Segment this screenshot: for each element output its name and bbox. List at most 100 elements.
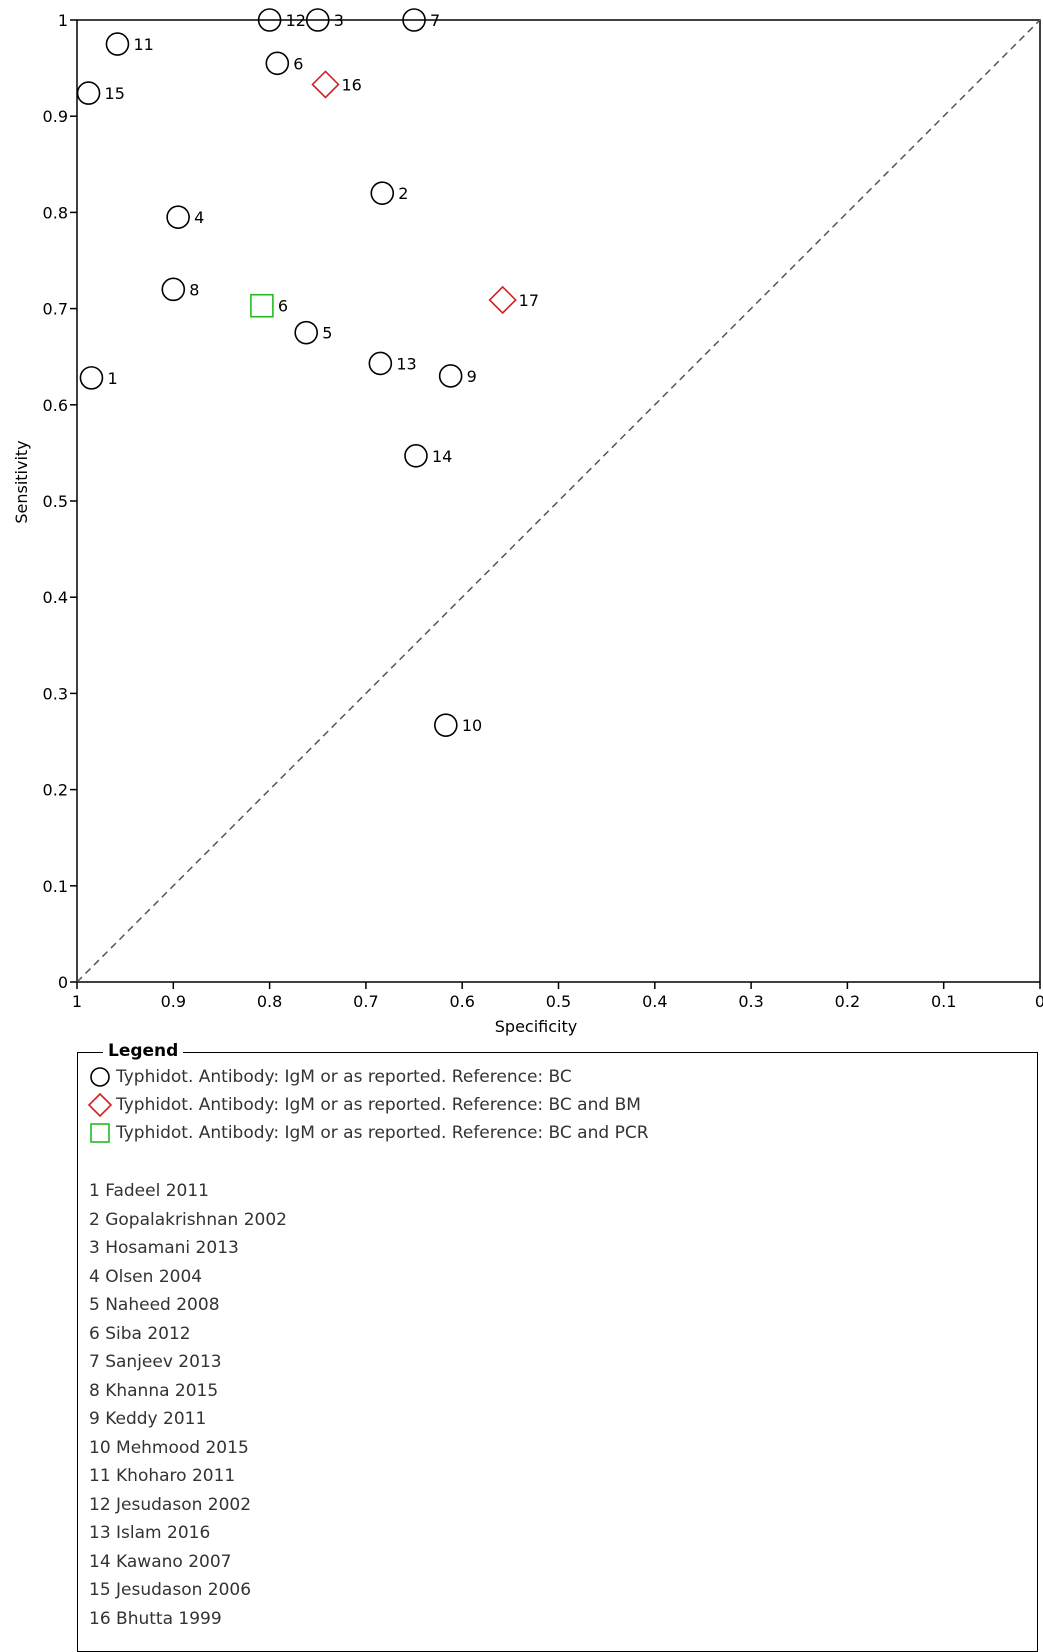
data-point: 13 [368, 351, 417, 376]
x-tick-label: 0.1 [931, 992, 956, 1011]
legend-study-item: 5 Naheed 2008 [89, 1295, 220, 1315]
legend-study-item: 8 Khanna 2015 [89, 1380, 219, 1401]
circle-legend-shape [90, 1067, 110, 1087]
legend-study-item: 2 Gopalakrishnan 2002 [89, 1209, 287, 1230]
circle-marker [161, 277, 186, 302]
data-point: 12 [257, 8, 306, 32]
circle-marker [76, 81, 101, 105]
data-point: 8 [161, 277, 199, 302]
circle-marker [402, 8, 426, 32]
point-label: 1 [107, 369, 117, 388]
legend-title: Legend [103, 1040, 184, 1062]
data-point: 2 [370, 181, 408, 205]
point-label: 13 [396, 354, 416, 373]
x-tick-label: 0.4 [642, 992, 667, 1011]
point-label: 3 [334, 11, 344, 30]
data-point: 10 [434, 713, 482, 737]
data-point: 6 [250, 293, 288, 318]
data-point: 1 [79, 366, 118, 390]
legend-study-item: 1 Fadeel 2011 [89, 1181, 209, 1201]
data-point: 5 [294, 320, 332, 345]
y-tick-label: 0.3 [43, 684, 68, 703]
point-label: 10 [462, 716, 482, 735]
legend-series-item: Typhidot. Antibody: IgM or as reported. … [88, 1093, 641, 1117]
x-tick-label: 0.7 [353, 992, 378, 1011]
circle-marker [438, 364, 463, 388]
circle-marker [105, 32, 130, 56]
point-label: 8 [189, 280, 199, 299]
legend-study-item: 9 Keddy 2011 [89, 1409, 207, 1429]
legend-study-item: 15 Jesudason 2006 [89, 1580, 252, 1600]
data-point: 16 [311, 70, 362, 99]
y-tick-label: 0.8 [43, 203, 68, 222]
data-point: 6 [265, 51, 303, 76]
x-axis-label: Specificity [495, 1017, 577, 1036]
circle-marker [166, 205, 190, 230]
legend-series-item: Typhidot. Antibody: IgM or as reported. … [88, 1121, 649, 1145]
y-tick-label: 0.9 [43, 107, 68, 126]
legend-series-label: Typhidot. Antibody: IgM or as reported. … [116, 1095, 641, 1115]
legend-study-item: 12 Jesudason 2002 [89, 1494, 252, 1515]
y-tick-label: 0.2 [43, 781, 68, 800]
legend-study-item: 7 Sanjeev 2013 [89, 1352, 222, 1372]
point-label: 9 [467, 367, 477, 386]
legend-study-item: 14 Kawano 2007 [89, 1551, 232, 1572]
data-point: 4 [166, 205, 204, 230]
point-label: 7 [430, 11, 440, 30]
point-label: 15 [105, 84, 125, 103]
x-tick-label: 0.6 [449, 992, 474, 1011]
circle-legend-icon [90, 1067, 110, 1087]
legend-study-item: 11 Khoharo 2011 [89, 1466, 236, 1486]
point-label: 2 [398, 184, 408, 203]
circle-marker [257, 8, 282, 32]
circle-marker [370, 181, 395, 205]
point-label: 5 [322, 324, 332, 343]
legend-study-item: 16 Bhutta 1999 [89, 1608, 222, 1629]
data-point: 3 [305, 8, 344, 32]
circle-marker [434, 713, 458, 737]
diamond-marker [488, 285, 517, 315]
circle-marker [368, 351, 393, 376]
x-tick-label: 0 [1035, 992, 1043, 1011]
y-tick-label: 0.5 [43, 492, 68, 511]
legend-series-label: Typhidot. Antibody: IgM or as reported. … [116, 1123, 649, 1143]
legend-study-item: 10 Mehmood 2015 [89, 1437, 249, 1458]
data-point: 11 [105, 32, 154, 56]
square-legend-shape [90, 1123, 110, 1143]
circle-marker [294, 320, 318, 345]
data-point: 17 [488, 285, 539, 315]
y-tick-label: 0.1 [43, 877, 68, 896]
chance-diagonal-line [76, 19, 1041, 983]
x-tick-label: 0.3 [738, 992, 763, 1011]
square-legend-icon [90, 1123, 110, 1143]
diamond-marker [311, 70, 340, 99]
y-tick-label: 1 [58, 11, 68, 30]
legend-series-item: Typhidot. Antibody: IgM or as reported. … [88, 1065, 572, 1089]
x-tick-label: 0.2 [835, 992, 860, 1011]
roc-scatter-plot: 1 0.9 0.8 0.7 0.6 0.5 0.4 0.3 0.2 0.1 0 0 0.1 0.2 0.3 0… [12, 8, 1043, 1036]
x-tick-label: 0.5 [546, 992, 571, 1011]
x-tick-label: 1 [72, 992, 82, 1011]
circle-marker [79, 366, 104, 390]
data-point: 14 [404, 443, 452, 468]
legend-study-item: 3 Hosamani 2013 [89, 1238, 239, 1258]
x-tick-label: 0.9 [161, 992, 186, 1011]
y-axis-label: Sensitivity [12, 440, 31, 523]
legend-study-item: 4 Olsen 2004 [89, 1266, 203, 1287]
diamond-legend-icon [88, 1093, 112, 1117]
data-point: 9 [438, 364, 477, 388]
point-label: 14 [432, 447, 452, 466]
point-label: 6 [293, 54, 303, 73]
x-tick-label: 0.8 [257, 992, 282, 1011]
legend-study-item: 13 Islam 2016 [89, 1523, 211, 1543]
axes: 1 0.9 0.8 0.7 0.6 0.5 0.4 0.3 0.2 0.1 0 0 0.1 0.2 0.3 0… [43, 11, 1043, 1011]
point-label: 11 [133, 35, 153, 54]
y-tick-label: 0.4 [43, 588, 68, 607]
point-label: 17 [519, 291, 539, 310]
data-point: 7 [402, 8, 440, 32]
data-point: 15 [76, 81, 125, 105]
point-label: 16 [341, 75, 361, 94]
point-label: 12 [286, 11, 306, 30]
circle-marker [305, 8, 330, 32]
